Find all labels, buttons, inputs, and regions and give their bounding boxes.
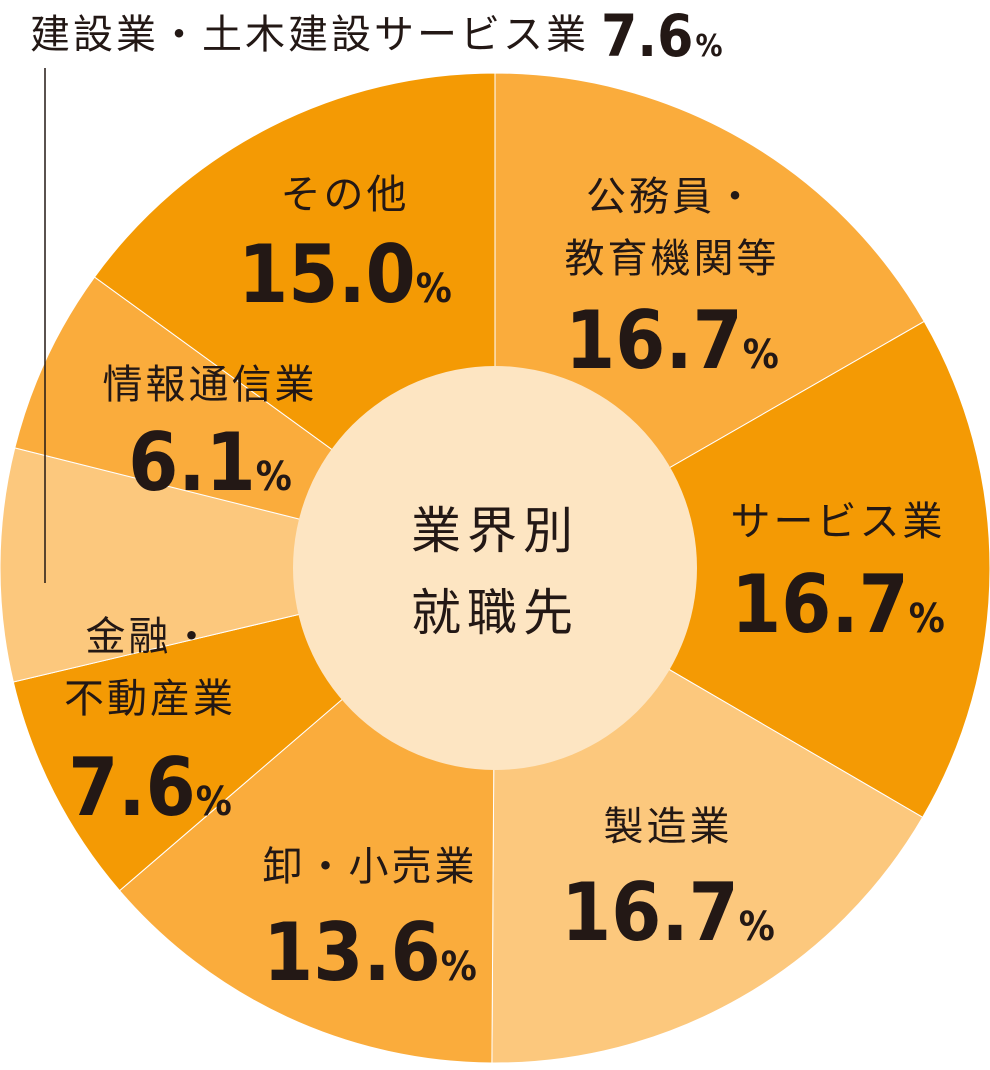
slice-value-unit-2: %	[739, 904, 775, 950]
slice-value-unit-1: %	[909, 596, 945, 642]
center-label-line-1: 業界別	[411, 502, 579, 560]
callout-unit-5: %	[695, 29, 722, 64]
slice-value-7: 15.0%	[238, 228, 452, 321]
slice-value-4: 7.6%	[68, 741, 232, 834]
slice-value-unit-0: %	[743, 332, 779, 378]
pie-slice-5	[0, 447, 496, 683]
slice-label-4-line-1: 不動産業	[64, 676, 236, 722]
center-label-line-2: 就職先	[411, 584, 579, 642]
slice-value-number-7: 15.0	[238, 228, 416, 321]
callout-value-5: 7.6	[601, 2, 693, 70]
slice-value-number-0: 16.7	[565, 294, 743, 387]
slice-value-number-3: 13.6	[263, 906, 441, 999]
slice-value-unit-7: %	[416, 266, 452, 312]
callout-label-5: 建設業・土木建設サービス業	[30, 12, 589, 58]
slice-value-2: 16.7%	[561, 866, 775, 959]
slice-value-number-4: 7.6	[68, 741, 196, 834]
slice-value-unit-6: %	[256, 454, 292, 500]
center-circle	[293, 366, 697, 770]
slice-label-6-line-0: 情報通信業	[103, 362, 318, 408]
slice-label-4-line-0: 金融・	[86, 614, 215, 660]
slice-value-number-6: 6.1	[128, 416, 256, 509]
slice-value-3: 13.6%	[263, 906, 477, 999]
slice-label-2-line-0: 製造業	[604, 804, 733, 850]
slice-value-number-1: 16.7	[731, 558, 909, 651]
slice-value-6: 6.1%	[128, 416, 292, 509]
slice-value-1: 16.7%	[731, 558, 945, 651]
slice-value-unit-3: %	[441, 944, 477, 990]
slice-labels: 公務員・教育機関等 16.7% サービス業 16.7% 製造業 16.7% 卸・小売業 13.…	[30, 2, 946, 999]
slice-value-unit-4: %	[196, 779, 232, 825]
slice-label-3-line-0: 卸・小売業	[263, 844, 478, 890]
slice-label-1-line-0: サービス業	[731, 499, 946, 545]
slice-label-0-line-0: 公務員・	[586, 174, 758, 220]
slice-label-0-line-1: 教育機関等	[565, 236, 780, 282]
slice-label-7-line-0: その他	[281, 172, 410, 218]
slice-value-0: 16.7%	[565, 294, 779, 387]
slice-value-number-2: 16.7	[561, 866, 739, 959]
